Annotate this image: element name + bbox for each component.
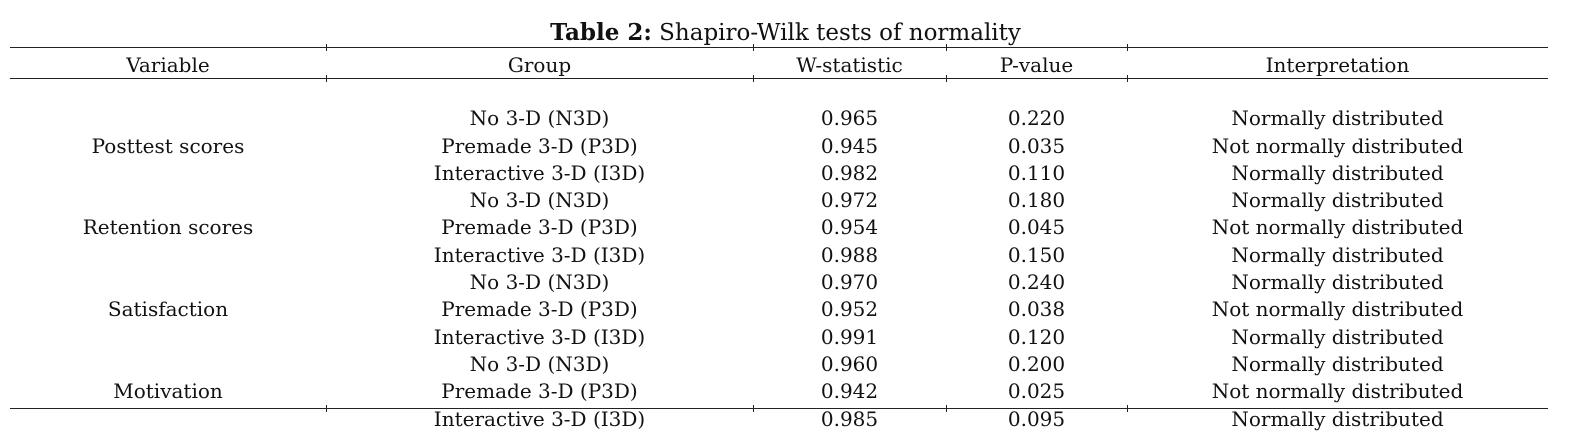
interpretation-cell: Not normally distributed <box>1211 297 1464 322</box>
table-caption-label: Table 2: <box>550 19 652 46</box>
table-header-rule <box>10 78 1548 79</box>
p-value-cell: 0.120 <box>1007 324 1066 349</box>
interpretation-cell: Normally distributed <box>1231 106 1444 131</box>
group-cell: Premade 3-D (P3D) <box>441 379 638 404</box>
interpretation-cell: Not normally distributed <box>1211 379 1464 404</box>
interpretation-cell: Normally distributed <box>1231 270 1444 295</box>
interpretation-cell: Normally distributed <box>1231 324 1444 349</box>
table-row: Premade 3-D (P3D) 0.954 0.045 Not normal… <box>10 214 1548 241</box>
w-statistic-cell: 0.965 <box>820 106 879 131</box>
header-interpretation: Interpretation <box>1265 53 1410 77</box>
w-statistic-cell: 0.960 <box>820 351 879 376</box>
variable-cell: Posttest scores <box>91 133 245 158</box>
w-statistic-cell: 0.952 <box>820 297 879 322</box>
w-statistic-cell: 0.988 <box>820 242 879 267</box>
p-value-cell: 0.045 <box>1007 215 1066 240</box>
interpretation-cell: Normally distributed <box>1231 160 1444 185</box>
header-group: Group <box>507 53 572 77</box>
table-caption-title: Shapiro-Wilk tests of normality <box>659 20 1021 46</box>
group-cell: Interactive 3-D (I3D) <box>433 242 646 267</box>
w-statistic-cell: 0.970 <box>820 270 879 295</box>
normality-table: Variable Group W-statistic P-value Inter… <box>10 52 1548 433</box>
table-row: Posttest scores No 3-D (N3D) 0.965 0.220… <box>10 105 1548 157</box>
p-value-cell: 0.220 <box>1007 106 1066 131</box>
table-caption: Table 2: Shapiro-Wilk tests of normality <box>0 18 1571 48</box>
table-row: Satisfaction No 3-D (N3D) 0.970 0.240 No… <box>10 269 1548 321</box>
w-statistic-cell: 0.942 <box>820 379 879 404</box>
w-statistic-cell: 0.982 <box>820 160 879 185</box>
group-cell: Premade 3-D (P3D) <box>441 297 638 322</box>
w-statistic-cell: 0.972 <box>820 188 879 213</box>
table-row: Premade 3-D (P3D) 0.952 0.038 Not normal… <box>10 296 1548 323</box>
group-cell: Interactive 3-D (I3D) <box>433 406 646 431</box>
w-statistic-cell: 0.985 <box>820 406 879 431</box>
group-cell: No 3-D (N3D) <box>469 351 610 376</box>
p-value-cell: 0.025 <box>1007 379 1066 404</box>
table-row: Premade 3-D (P3D) 0.942 0.025 Not normal… <box>10 378 1548 405</box>
table-row: Motivation No 3-D (N3D) 0.960 0.200 Norm… <box>10 351 1548 403</box>
group-cell: No 3-D (N3D) <box>469 106 610 131</box>
w-statistic-cell: 0.945 <box>820 133 879 158</box>
w-statistic-cell: 0.991 <box>820 324 879 349</box>
header-w-statistic: W-statistic <box>796 53 903 77</box>
group-cell: No 3-D (N3D) <box>469 270 610 295</box>
table-row: Premade 3-D (P3D) 0.945 0.035 Not normal… <box>10 133 1548 160</box>
interpretation-cell: Normally distributed <box>1231 351 1444 376</box>
p-value-cell: 0.200 <box>1007 351 1066 376</box>
variable-cell: Satisfaction <box>107 297 229 322</box>
interpretation-cell: Normally distributed <box>1231 188 1444 213</box>
group-cell: Interactive 3-D (I3D) <box>433 324 646 349</box>
variable-cell: Retention scores <box>82 215 254 240</box>
p-value-cell: 0.038 <box>1007 297 1066 322</box>
table-top-rule <box>10 47 1548 48</box>
header-p-value: P-value <box>999 53 1074 77</box>
p-value-cell: 0.180 <box>1007 188 1066 213</box>
table-row: Interactive 3-D (I3D) 0.985 0.095 Normal… <box>10 406 1548 433</box>
table-row: Retention scores No 3-D (N3D) 0.972 0.18… <box>10 187 1548 239</box>
p-value-cell: 0.095 <box>1007 406 1066 431</box>
table-bottom-rule <box>10 408 1548 409</box>
interpretation-cell: Normally distributed <box>1231 242 1444 267</box>
interpretation-cell: Not normally distributed <box>1211 133 1464 158</box>
group-cell: Premade 3-D (P3D) <box>441 133 638 158</box>
interpretation-cell: Normally distributed <box>1231 406 1444 431</box>
p-value-cell: 0.150 <box>1007 242 1066 267</box>
table-header-row: Variable Group W-statistic P-value Inter… <box>10 52 1548 78</box>
table-row: Interactive 3-D (I3D) 0.991 0.120 Normal… <box>10 324 1548 351</box>
p-value-cell: 0.110 <box>1007 160 1066 185</box>
variable-cell: Motivation <box>113 379 223 404</box>
table-row: Interactive 3-D (I3D) 0.982 0.110 Normal… <box>10 160 1548 187</box>
group-cell: Premade 3-D (P3D) <box>441 215 638 240</box>
group-cell: No 3-D (N3D) <box>469 188 610 213</box>
header-variable: Variable <box>126 53 210 77</box>
w-statistic-cell: 0.954 <box>820 215 879 240</box>
p-value-cell: 0.035 <box>1007 133 1066 158</box>
group-cell: Interactive 3-D (I3D) <box>433 160 646 185</box>
interpretation-cell: Not normally distributed <box>1211 215 1464 240</box>
table-row: Interactive 3-D (I3D) 0.988 0.150 Normal… <box>10 242 1548 269</box>
p-value-cell: 0.240 <box>1007 270 1066 295</box>
